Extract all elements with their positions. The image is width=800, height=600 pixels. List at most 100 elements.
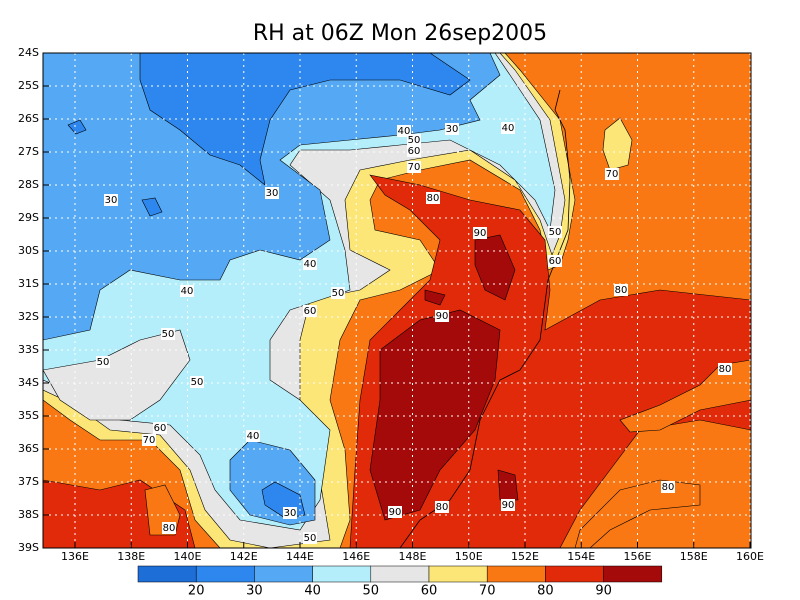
region (369, 309, 501, 521)
contour-label: 80 (427, 193, 440, 204)
contour-label-bg (501, 499, 515, 511)
contour-label: 80 (436, 502, 449, 513)
lon-label: 138E (117, 550, 145, 563)
contour-label: 40 (398, 126, 411, 137)
lon-label: 136E (61, 550, 89, 563)
contour-label: 50 (549, 227, 562, 238)
contour-label: 50 (191, 377, 204, 388)
contour-label: 50 (97, 357, 110, 368)
contour-label-bg (96, 356, 110, 368)
colorbar-box (312, 565, 372, 583)
colorbar-box (137, 565, 197, 583)
contour-label: 90 (436, 311, 449, 322)
lon-label: 142E (230, 550, 258, 563)
contour-label-bg (407, 145, 421, 157)
contour-label-bg (190, 376, 204, 388)
colorbar-box (370, 565, 430, 583)
colorbar-box (486, 565, 546, 583)
lon-label: 140E (174, 550, 202, 563)
contour-label-bg (614, 284, 628, 296)
contour-label-bg (161, 328, 175, 340)
contour-label-bg (246, 430, 260, 442)
contour-label-bg (501, 122, 515, 134)
contour-label: 90 (502, 500, 515, 511)
contour-label: 30 (105, 195, 118, 206)
colorbar-label: 20 (188, 584, 205, 599)
contour-label-bg (661, 481, 675, 493)
colorbar-label: 70 (479, 584, 496, 599)
colorbar-label: 30 (246, 584, 263, 599)
lat-label: 32S (18, 310, 39, 323)
lat-label: 30S (18, 244, 39, 257)
contour-label-bg (153, 422, 167, 434)
lat-label: 27S (18, 145, 39, 158)
colorbar-box (195, 565, 255, 583)
contour-label-bg (435, 310, 449, 322)
contour-label-bg (407, 134, 421, 146)
contour-label-bg (265, 187, 279, 199)
colorbar-box (603, 565, 663, 583)
colorbar: 20 30 40 50 60 70 80 90 (137, 565, 663, 599)
colorbar-label: 80 (537, 584, 554, 599)
contour-label-bg (104, 194, 118, 206)
contour-label: 50 (332, 288, 345, 299)
contour-label: 30 (284, 508, 297, 519)
lat-label: 31S (18, 277, 39, 290)
contour-label-bg (407, 161, 421, 173)
lon-label: 158E (680, 550, 708, 563)
contour-label: 40 (247, 431, 260, 442)
lon-label: 150E (455, 550, 483, 563)
lat-label: 26S (18, 112, 39, 125)
contour-label: 80 (662, 482, 675, 493)
contour-label: 70 (606, 169, 619, 180)
contour-label: 80 (719, 364, 732, 375)
frame (42, 52, 752, 549)
contour-label-bg (142, 434, 156, 446)
contour-label-bg (303, 532, 317, 544)
lat-label: 38S (18, 508, 39, 521)
contour-label: 60 (408, 146, 421, 157)
contour-label: 90 (474, 228, 487, 239)
contour-label: 40 (502, 123, 515, 134)
colorbar-label: 90 (595, 584, 612, 599)
lat-label: 24S (18, 46, 39, 59)
contour-label-bg (548, 255, 562, 267)
title: RH at 06Z Mon 26sep2005 (253, 21, 547, 46)
contour-label-bg (435, 501, 449, 513)
lat-label: 29S (18, 211, 39, 224)
grid (43, 53, 751, 548)
lat-label: 37S (18, 475, 39, 488)
contour-label: 50 (304, 533, 317, 544)
lat-label: 36S (18, 442, 39, 455)
contour-label: 80 (615, 285, 628, 296)
contour-label-bg (426, 192, 440, 204)
contour-label-bg (180, 285, 194, 297)
region (574, 479, 701, 548)
contour-label: 70 (408, 162, 421, 173)
contour-label: 50 (162, 329, 175, 340)
contour-label: 90 (389, 507, 402, 518)
contour-label: 60 (154, 423, 167, 434)
contour-label: 50 (408, 135, 421, 146)
contour-label-bg (331, 287, 345, 299)
contour-label: 70 (143, 435, 156, 446)
region (602, 117, 633, 171)
lat-label: 35S (18, 409, 39, 422)
colorbar-label: 50 (363, 584, 380, 599)
contour-label-bg (303, 258, 317, 270)
lon-label: 160E (736, 550, 764, 563)
contour-label-bg (718, 363, 732, 375)
contour-label-bg (445, 123, 459, 135)
contour-label-bg (303, 305, 317, 317)
colorbar-box (254, 565, 313, 583)
colorbar-box (545, 565, 604, 583)
colorbar-label: 40 (304, 584, 321, 599)
contour-label: 40 (181, 286, 194, 297)
contour-label-bg (605, 168, 619, 180)
region (497, 469, 519, 501)
coastline (399, 89, 571, 548)
region (43, 329, 191, 421)
contour-label: 80 (163, 523, 176, 534)
lat-label: 39S (18, 541, 39, 554)
